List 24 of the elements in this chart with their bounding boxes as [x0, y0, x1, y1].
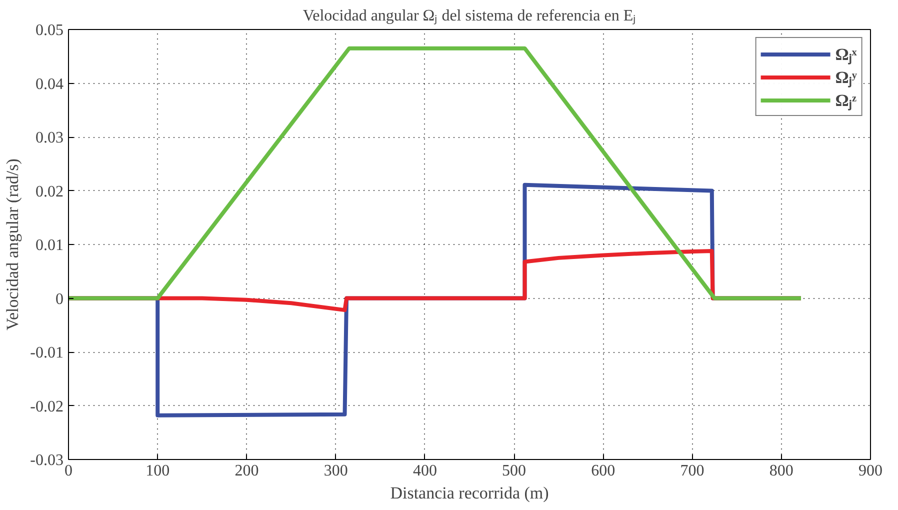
- x-tick-label: 500: [502, 462, 526, 480]
- legend-label: Ωⱼˣ: [835, 44, 857, 65]
- x-tick-label: 100: [146, 462, 170, 480]
- chart-title: Velocidad angular Ωⱼ del sistema de referencia en Eⱼ: [302, 8, 636, 24]
- x-tick-label: 700: [680, 462, 704, 480]
- x-tick-label: 300: [324, 462, 348, 480]
- y-tick-label: 0.03: [36, 130, 64, 146]
- y-tick-label: 0.05: [36, 22, 64, 39]
- y-tick-label: 0: [56, 290, 64, 308]
- x-tick-label: 200: [234, 462, 259, 480]
- x-tick-label: 600: [591, 462, 616, 480]
- x-tick-label: 400: [412, 462, 437, 480]
- y-tick-label: -0.02: [30, 398, 64, 416]
- x-axis-title: Distancia recorrida (m): [390, 484, 549, 502]
- y-tick-label: 0.04: [36, 76, 64, 93]
- y-tick-label: 0.01: [36, 237, 64, 254]
- y-tick-label: -0.03: [30, 452, 64, 469]
- y-axis-title: Velocidad angular (rad/s): [3, 158, 22, 330]
- x-tick-label: 800: [769, 462, 794, 480]
- y-tick-label: 0.02: [36, 183, 64, 200]
- y-tick-label: -0.01: [30, 344, 64, 362]
- legend-label: Ωⱼʸ: [835, 67, 857, 88]
- legend-label: Ωⱼᶻ: [835, 90, 857, 111]
- x-tick-label: 900: [858, 462, 882, 480]
